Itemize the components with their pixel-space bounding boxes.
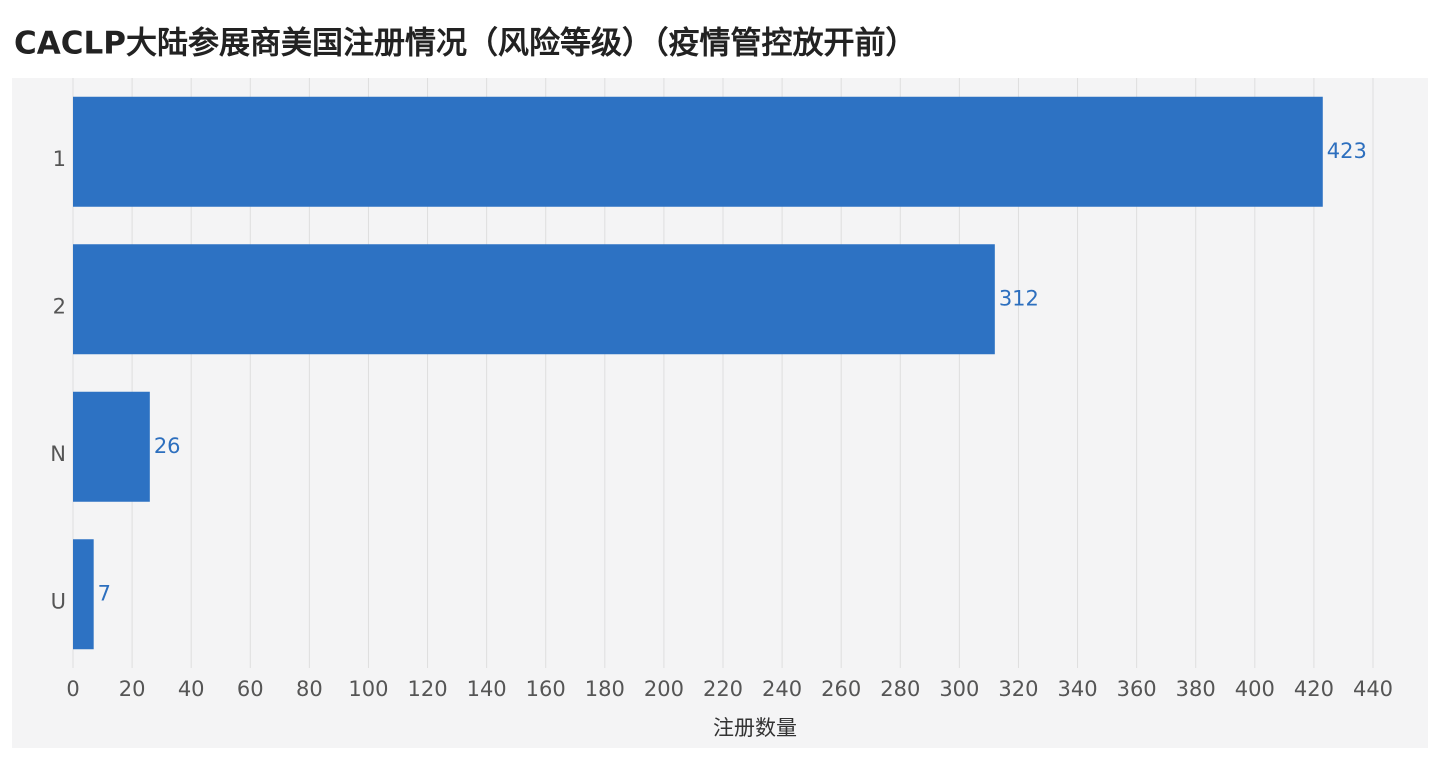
x-axis-label: 注册数量 bbox=[713, 716, 797, 740]
bar bbox=[73, 539, 94, 650]
x-tick-label: 400 bbox=[1235, 677, 1275, 701]
x-tick-label: 100 bbox=[348, 677, 388, 701]
x-tick-label: 360 bbox=[1117, 677, 1157, 701]
bar bbox=[73, 244, 995, 355]
x-tick-label: 440 bbox=[1353, 677, 1393, 701]
x-tick-label: 60 bbox=[237, 677, 264, 701]
x-tick-label: 340 bbox=[1057, 677, 1097, 701]
value-label: 312 bbox=[999, 286, 1039, 310]
x-tick-label: 80 bbox=[296, 677, 323, 701]
y-tick-label: 2 bbox=[53, 294, 66, 318]
value-label: 423 bbox=[1327, 139, 1367, 163]
x-tick-label: 380 bbox=[1176, 677, 1216, 701]
chart-title: CACLP大陆参展商美国注册情况（风险等级）（疫情管控放开前） bbox=[14, 26, 916, 62]
x-tick-label: 0 bbox=[66, 677, 79, 701]
x-tick-label: 260 bbox=[821, 677, 861, 701]
value-label: 26 bbox=[154, 434, 181, 458]
y-tick-label: U bbox=[51, 589, 66, 613]
x-tick-label: 300 bbox=[939, 677, 979, 701]
x-tick-label: 40 bbox=[178, 677, 205, 701]
x-tick-label: 120 bbox=[407, 677, 447, 701]
x-tick-label: 280 bbox=[880, 677, 920, 701]
x-tick-label: 200 bbox=[644, 677, 684, 701]
x-tick-label: 20 bbox=[119, 677, 146, 701]
x-tick-label: 420 bbox=[1294, 677, 1334, 701]
x-tick-label: 140 bbox=[467, 677, 507, 701]
x-tick-label: 240 bbox=[762, 677, 802, 701]
x-tick-label: 160 bbox=[526, 677, 566, 701]
x-tick-label: 320 bbox=[998, 677, 1038, 701]
x-tick-label: 180 bbox=[585, 677, 625, 701]
bar bbox=[73, 391, 150, 502]
value-label: 7 bbox=[98, 581, 111, 605]
bar bbox=[73, 96, 1323, 207]
x-tick-label: 220 bbox=[703, 677, 743, 701]
y-tick-label: 1 bbox=[53, 147, 66, 171]
y-tick-label: N bbox=[50, 442, 66, 466]
